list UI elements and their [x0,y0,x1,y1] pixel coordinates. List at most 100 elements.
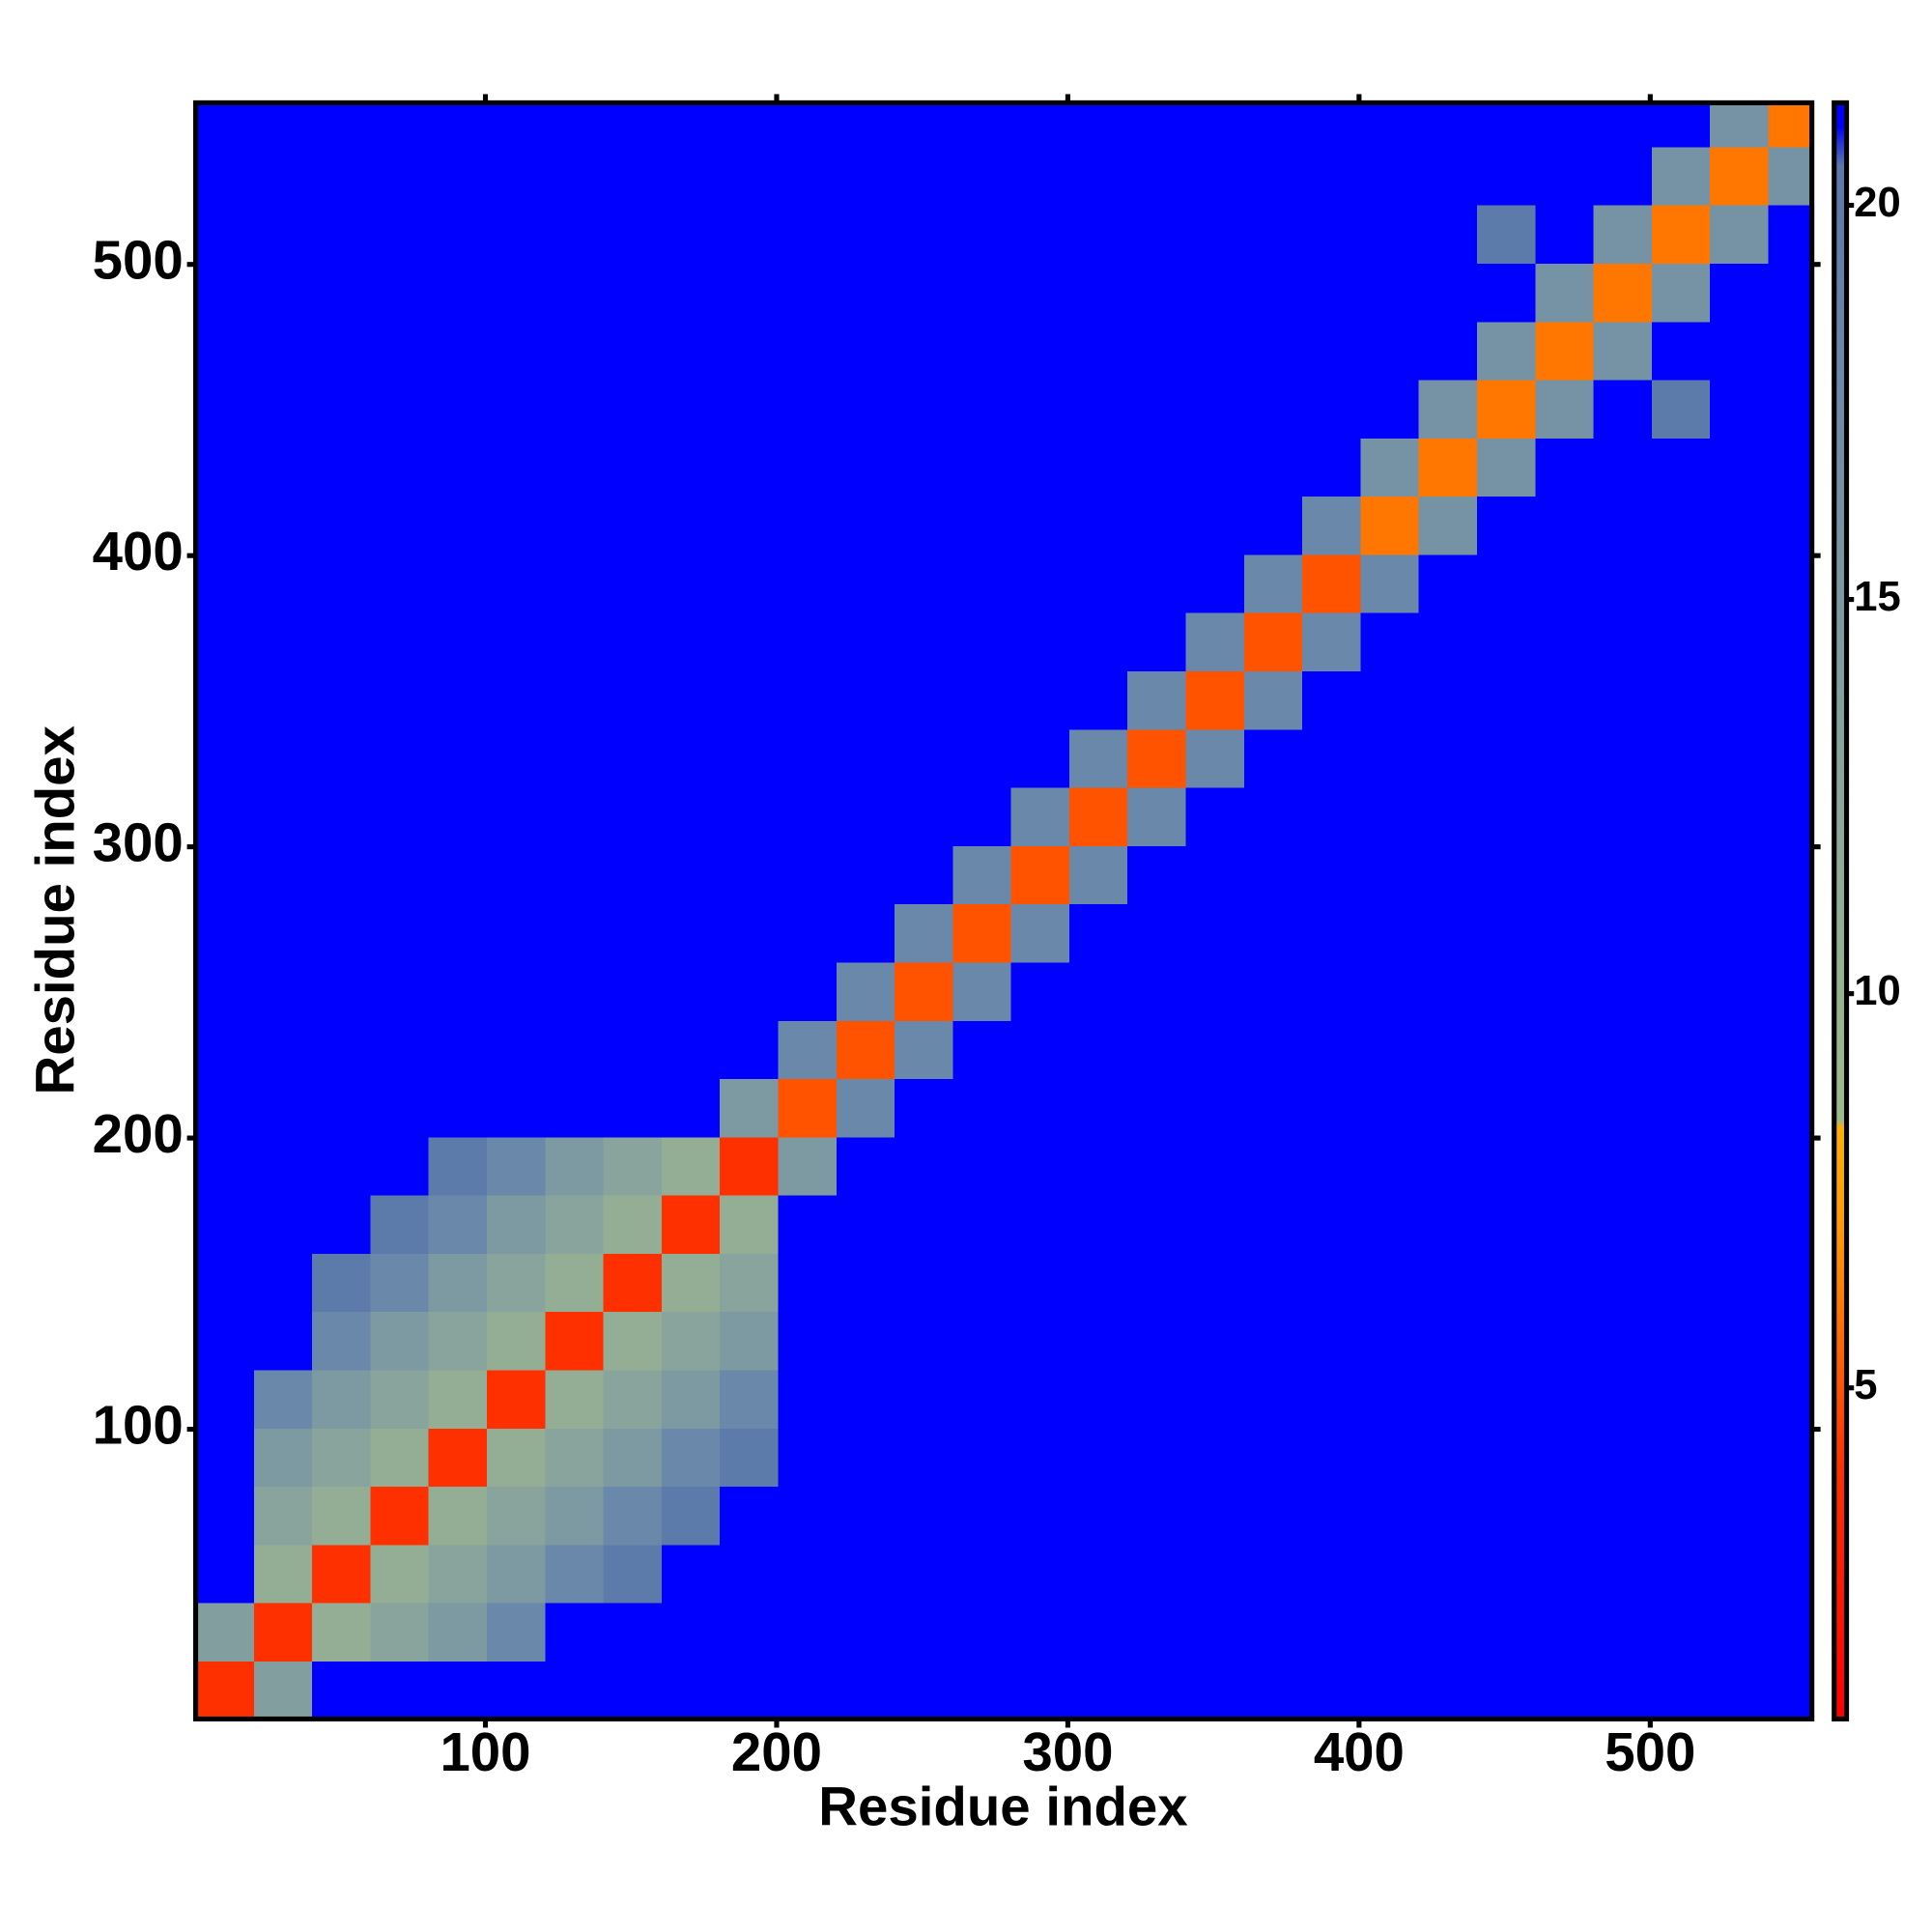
heatmap-cell [428,1428,488,1488]
heatmap-cell [1651,1253,1711,1313]
heatmap-cell [1535,786,1595,846]
heatmap-cell [428,845,488,905]
colorbar-tick-label: 15 [1854,574,1900,620]
heatmap-cell [661,438,721,497]
heatmap-cell [778,146,838,206]
heatmap-cell [428,554,488,613]
heatmap-cell [661,554,721,613]
heatmap-cell [1010,1078,1070,1138]
heatmap-cell [1243,903,1303,963]
heatmap-cell [603,1428,663,1488]
heatmap-cell [428,263,488,323]
heatmap-cell [1243,1544,1303,1604]
heatmap-cell [1360,204,1420,264]
heatmap-cell [1535,321,1595,381]
heatmap-cell [836,321,895,381]
heatmap-cell [1068,438,1128,497]
heatmap-cell [1768,1369,1813,1429]
heatmap-cell [778,1369,838,1429]
heatmap-cell [1651,1078,1711,1138]
heatmap-cell [312,554,372,613]
heatmap-cell [778,670,838,730]
heatmap-cell [603,1078,663,1138]
heatmap-cell [312,1194,372,1254]
heatmap-cell [778,438,838,497]
heatmap-cell [1185,438,1245,497]
heatmap-cell [1418,1369,1478,1429]
heatmap-cell [895,379,954,439]
heatmap-cell [1710,379,1770,439]
heatmap-cell [253,379,313,439]
axes: 100 200 300 400 500 100 200 300 400 500 5 10 15 20 [93,94,1901,1782]
heatmap-cell [1535,611,1595,672]
heatmap-cell [1360,496,1420,555]
heatmap-cell [253,1486,313,1546]
heatmap-cell [603,903,663,963]
heatmap-cell [1360,1602,1420,1662]
heatmap-cell [1302,1661,1362,1720]
heatmap-cell [1710,728,1770,788]
heatmap-cell [1360,961,1420,1021]
heatmap-cell [1768,554,1813,613]
heatmap-cell [1651,438,1711,497]
heatmap-cell [1710,961,1770,1021]
heatmap-cell [1068,1544,1128,1604]
heatmap-cell [195,204,255,264]
heatmap-cell [720,554,780,613]
heatmap-cell [487,1019,547,1080]
heatmap-cell [1476,670,1537,730]
heatmap-cell [1535,1019,1595,1080]
heatmap-cell [1593,786,1653,846]
heatmap-cell [661,611,721,672]
heatmap-cell [778,903,838,963]
heatmap-cell [370,611,430,672]
heatmap-cell [1476,1019,1537,1080]
heatmap-cell [1651,204,1711,264]
heatmap-cell [370,1486,430,1546]
heatmap-cell [545,728,605,788]
heatmap-cell [1768,728,1813,788]
heatmap-cell [603,146,663,206]
heatmap-cell [778,1428,838,1488]
heatmap-cell [661,496,721,555]
heatmap-cell [428,1253,488,1313]
heatmap-cell [1127,379,1187,439]
heatmap-cell [895,1544,954,1604]
heatmap-cell [545,321,605,381]
heatmap-cell [1476,1602,1537,1662]
heatmap-cell [661,263,721,323]
heatmap-cell [952,1428,1012,1488]
heatmap-cell [603,496,663,555]
heatmap-cell [370,670,430,730]
x-tick-label: 500 [1605,1721,1695,1782]
heatmap-cell [370,1369,430,1429]
heatmap-cell [778,496,838,555]
heatmap-cell [895,728,954,788]
heatmap-cell [428,1602,488,1662]
heatmap-cell [195,496,255,555]
heatmap-cell [1243,1311,1303,1371]
heatmap-cell [253,786,313,846]
heatmap-cell [253,1019,313,1080]
heatmap-cell [661,1019,721,1080]
heatmap-cell [895,1194,954,1254]
heatmap-cell [720,728,780,788]
heatmap-cell [1127,102,1187,148]
heatmap-cell [603,728,663,788]
heatmap-cell [952,1661,1012,1720]
heatmap-cell [1185,1194,1245,1254]
heatmap-cell [661,1253,721,1313]
heatmap-cell [603,611,663,672]
heatmap-cell [1185,845,1245,905]
heatmap-cell [1476,263,1537,323]
heatmap-cell [1010,1428,1070,1488]
heatmap-cell [195,554,255,613]
heatmap-cell [1185,1602,1245,1662]
heatmap-cell [1360,611,1420,672]
heatmap-cell [370,1661,430,1720]
heatmap-cell [1302,204,1362,264]
heatmap-cell [195,379,255,439]
heatmap-cell [1476,1136,1537,1196]
heatmap-cell [1418,102,1478,148]
heatmap-cell [370,1428,430,1488]
